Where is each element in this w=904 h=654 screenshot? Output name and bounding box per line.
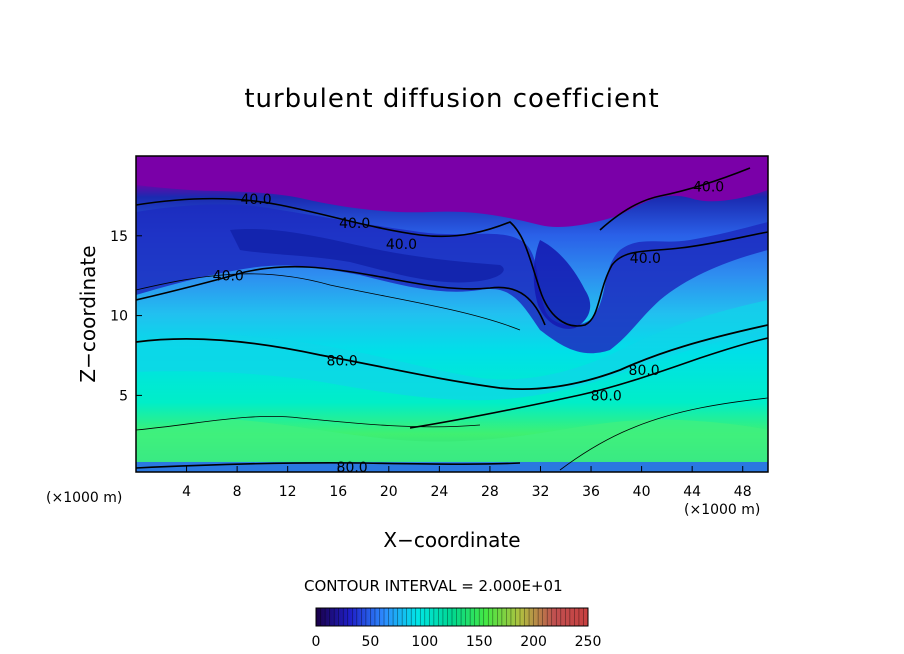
x-tick-label: 48 bbox=[734, 484, 752, 500]
field-image bbox=[136, 156, 768, 472]
x-tick-label: 4 bbox=[182, 484, 191, 500]
contour-label: 40.0 bbox=[386, 237, 417, 253]
x-tick-label: 12 bbox=[279, 484, 297, 500]
colorbar: 0 50 100 150 200 250 bbox=[312, 607, 602, 650]
y-tick-label: 10 bbox=[110, 309, 128, 325]
y-tick-label: 5 bbox=[119, 388, 128, 404]
contour-40-a bbox=[136, 197, 768, 327]
contour-interval-text: CONTOUR INTERVAL = 2.000E+01 bbox=[304, 577, 563, 595]
contour-40-c bbox=[599, 167, 751, 231]
colorbar-tick-label: 200 bbox=[520, 634, 547, 650]
contour-80-b bbox=[409, 337, 768, 429]
colorbar-tick-label: 150 bbox=[466, 634, 493, 650]
x-unit-label-right: (×1000 m) bbox=[684, 502, 761, 518]
contour-thin-c bbox=[559, 397, 768, 471]
x-tick-label: 8 bbox=[233, 484, 242, 500]
x-tick-label: 16 bbox=[329, 484, 347, 500]
x-axis-label: X−coordinate bbox=[383, 528, 521, 552]
field-region-lower bbox=[136, 419, 768, 465]
x-axis: 4 8 12 16 20 24 28 32 36 40 44 48 bbox=[182, 466, 752, 500]
contour-label: 40.0 bbox=[630, 251, 661, 267]
contour-label: 40.0 bbox=[240, 192, 271, 208]
colorbar-tick-label: 100 bbox=[411, 634, 438, 650]
chart-title: turbulent diffusion coefficient bbox=[244, 84, 660, 114]
contour-label: 80.0 bbox=[591, 388, 622, 404]
x-tick-label: 40 bbox=[633, 484, 651, 500]
x-tick-label: 36 bbox=[582, 484, 600, 500]
y-axis: 5 10 15 bbox=[110, 229, 142, 404]
x-tick-label: 44 bbox=[683, 484, 701, 500]
contour-80-c bbox=[136, 462, 521, 469]
colorbar-tick-label: 250 bbox=[575, 634, 602, 650]
contour-label: 40.0 bbox=[213, 269, 244, 285]
x-unit-label-left: (×1000 m) bbox=[46, 490, 123, 506]
contour-label: 80.0 bbox=[326, 353, 357, 369]
field-region-middle bbox=[136, 300, 768, 401]
colorbar-frame bbox=[315, 607, 589, 627]
contour-40-b bbox=[136, 265, 546, 326]
contour-80-a bbox=[136, 324, 768, 390]
x-tick-label: 20 bbox=[380, 484, 398, 500]
field-region-bottom bbox=[136, 462, 768, 472]
contour-label: 40.0 bbox=[339, 216, 370, 232]
contour-label: 40.0 bbox=[693, 179, 724, 195]
colorbar-tick-label: 50 bbox=[361, 634, 379, 650]
contour-labels: 40.0 40.0 40.0 40.0 40.0 40.0 80.0 80.0 80.0 80.0 bbox=[213, 179, 724, 476]
y-tick-label: 15 bbox=[110, 229, 128, 245]
contour-thin-b bbox=[136, 416, 481, 431]
field-region-low-top bbox=[136, 156, 768, 227]
field-region-deep-upper bbox=[230, 229, 504, 283]
contour-lines bbox=[136, 167, 768, 471]
contour-thin-a bbox=[136, 273, 521, 331]
x-tick-label: 24 bbox=[430, 484, 448, 500]
colorbar-tick-label: 0 bbox=[312, 634, 321, 650]
contour-label: 80.0 bbox=[337, 460, 368, 476]
x-tick-label: 28 bbox=[481, 484, 499, 500]
x-tick-label: 32 bbox=[532, 484, 550, 500]
contour-label: 80.0 bbox=[629, 363, 660, 379]
plot-frame bbox=[135, 155, 769, 473]
